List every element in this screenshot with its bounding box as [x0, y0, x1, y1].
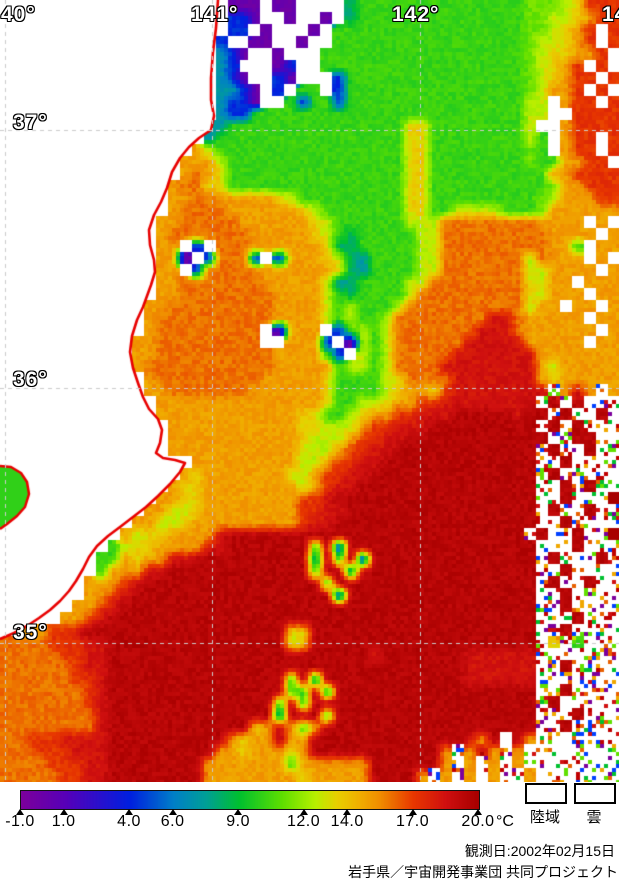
colorbar-tick-label: 1.0	[51, 813, 76, 830]
colorbar-tick-label: 14.0	[330, 813, 364, 830]
project-credit: 岩手県／宇宙開発事業団 共同プロジェクト	[348, 864, 618, 880]
colorbar-tick-label: 6.0	[160, 813, 185, 830]
colorbar-tick-label: 20.0	[461, 813, 495, 830]
observation-date: 観測日:2002年02月15日	[464, 843, 615, 859]
temperature-colorbar	[20, 790, 480, 810]
land-legend-label: 陸域	[529, 809, 561, 826]
colorbar-tick-label: 17.0	[395, 813, 430, 830]
temperature-unit-label: °C	[496, 813, 514, 830]
map-area: 40°141°142°1437°36°35°	[0, 0, 619, 782]
cloud-legend-swatch	[574, 783, 616, 804]
colorbar-tick-label: 12.0	[286, 813, 321, 830]
cloud-legend-label: 雲	[586, 809, 602, 826]
sst-map-canvas	[0, 0, 619, 782]
colorbar-tick-marker	[408, 809, 417, 815]
colorbar-tick-marker	[125, 809, 134, 815]
colorbar-tick-label: 4.0	[117, 813, 141, 830]
colorbar-tick-label: 9.0	[226, 813, 250, 830]
land-legend-swatch	[525, 783, 567, 804]
colorbar-tick-marker	[16, 809, 24, 815]
colorbar-tick-marker	[168, 809, 177, 815]
colorbar-tick-marker	[343, 809, 352, 815]
colorbar-tick-marker	[59, 809, 68, 815]
colorbar-tick-marker	[299, 809, 308, 815]
colorbar-tick-marker	[234, 809, 243, 815]
legend-area: -1.0 1.0 4.0 6.0 9.0 12.0 14.0 17.0 20.0 °C 陸域 雲…	[0, 782, 619, 881]
colorbar-tick-marker	[474, 809, 482, 815]
colorbar-tick-label: -1.0	[5, 813, 35, 830]
